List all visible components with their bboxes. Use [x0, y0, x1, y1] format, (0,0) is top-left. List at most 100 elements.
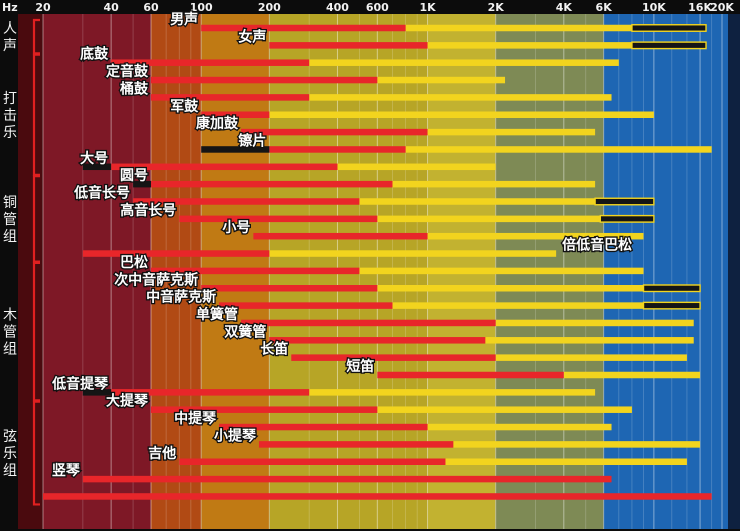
bar-harmonics — [427, 232, 644, 240]
instrument-label: 单簧管 — [196, 306, 238, 323]
bar-fundamental — [269, 42, 428, 49]
right-edge — [728, 14, 740, 529]
instrument-label: 桶鼓 — [120, 80, 149, 97]
bar-fundamental — [179, 458, 446, 465]
axis-unit-label: Hz — [2, 1, 18, 14]
instrument-label: 次中音萨克斯 — [114, 271, 198, 288]
instrument-label: 中音萨克斯 — [146, 289, 216, 306]
tick-label: 4K — [556, 1, 573, 14]
tick-label: 100 — [190, 1, 213, 14]
bar-fundamental — [179, 215, 378, 223]
bar-harmonics — [377, 215, 654, 223]
tick-label: 10K — [642, 1, 666, 14]
group-bracket — [32, 400, 40, 506]
instrument-labels: 男声女声底鼓定音鼓桶鼓军鼓康加鼓镲片大号圆号低音长号高音长号小号倍低音巴松巴松次… — [50, 10, 634, 481]
bar-high-extension — [599, 214, 655, 223]
bar-fundamental — [201, 111, 270, 118]
bar-low-extension — [133, 180, 151, 188]
bar-harmonics — [495, 354, 687, 361]
tick-label: 6K — [596, 1, 613, 14]
bar-fundamental — [201, 24, 406, 32]
bar-harmonics — [359, 198, 596, 205]
bar-fundamental — [111, 163, 338, 171]
bar-fundamental — [82, 250, 270, 257]
tick-label: 20 — [35, 1, 51, 14]
bar-fundamental — [150, 76, 378, 84]
instrument-label: 竖琴 — [52, 463, 81, 479]
group-label: 铜管组 — [3, 195, 17, 245]
instrument-label: 军鼓 — [170, 98, 199, 115]
bar-fundamental — [150, 94, 310, 101]
bar-harmonics — [392, 302, 701, 309]
group-bracket — [32, 261, 40, 402]
bar-high-extension — [631, 41, 707, 50]
bar-harmonics — [485, 337, 694, 344]
bar-fundamental — [111, 389, 310, 396]
tick-label: 16K — [688, 1, 712, 14]
bar-harmonics — [309, 59, 619, 66]
bar-high-extension — [642, 301, 701, 310]
tick-label: 60 — [143, 1, 159, 14]
bar-harmonics — [563, 371, 701, 379]
tick-label: 40 — [103, 1, 119, 14]
bar-fundamental — [219, 423, 428, 431]
instrument-label: 低音长号 — [73, 185, 130, 202]
bar-harmonics — [377, 406, 632, 413]
bar-harmonics — [269, 250, 557, 257]
bar-fundamental — [291, 354, 496, 361]
instrument-label: 吉他 — [148, 445, 176, 462]
tick-label: 200 — [258, 1, 281, 14]
bar-fundamental — [241, 128, 428, 136]
bar-fundamental — [150, 267, 360, 275]
instrument-label: 镲片 — [238, 132, 266, 149]
group-label: 打击乐 — [3, 90, 17, 141]
bar-high-extension — [594, 197, 655, 206]
bar-fundamental — [133, 198, 360, 205]
bar-fundamental — [269, 337, 486, 344]
tick-label: 2K — [488, 1, 505, 14]
instrument-label: 康加鼓 — [196, 115, 239, 132]
bar-fundamental — [241, 319, 496, 327]
instrument-label: 底鼓 — [80, 46, 109, 63]
tick-label: 400 — [326, 1, 349, 14]
bar-low-extension — [82, 389, 112, 396]
instrument-label: 双簧管 — [224, 323, 266, 340]
bar-harmonics — [427, 42, 707, 49]
bar-harmonics — [427, 423, 612, 431]
bar-low-extension — [201, 146, 270, 153]
bar-high-extension — [642, 284, 701, 293]
bar-high-extension — [631, 24, 707, 32]
bar-harmonics — [337, 163, 496, 171]
instrument-label: 小号 — [222, 220, 250, 236]
frequency-band — [18, 14, 43, 529]
instrument-label: 中提琴 — [174, 410, 217, 427]
tick-label: 600 — [366, 1, 389, 14]
group-bracket — [32, 175, 40, 263]
group-label: 人声 — [3, 21, 17, 54]
bar-fundamental — [269, 146, 406, 153]
axis-strip — [0, 0, 740, 14]
instrument-label: 大提琴 — [106, 393, 149, 410]
instrument-label: 短笛 — [346, 358, 374, 375]
bar-harmonics — [359, 267, 644, 275]
bar-harmonics — [453, 441, 701, 448]
bar-fundamental — [150, 406, 378, 413]
group-strip — [0, 14, 18, 529]
bar-harmonics — [405, 146, 712, 153]
instrument-label: 高音长号 — [120, 202, 176, 219]
bar-fundamental — [150, 180, 393, 188]
bar-fundamental — [111, 59, 310, 66]
tick-label: 1K — [419, 1, 436, 14]
bar-harmonics — [405, 24, 701, 32]
bar-fundamental — [253, 232, 428, 240]
bar-fundamental — [82, 475, 612, 483]
instrument-bars — [43, 24, 712, 500]
instrument-label: 定音鼓 — [106, 63, 149, 80]
bar-harmonics — [445, 458, 687, 465]
instrument-label: 男声 — [170, 11, 198, 28]
bar-fundamental — [201, 285, 378, 292]
instrument-label: 低音提琴 — [51, 375, 109, 392]
